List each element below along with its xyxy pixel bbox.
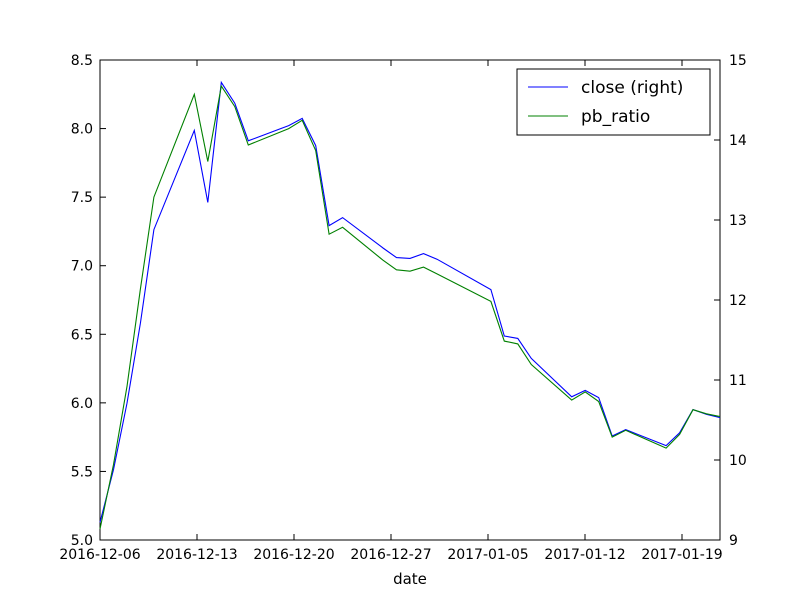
legend-label-close: close (right)	[581, 78, 683, 98]
left-y-tick-label: 7.5	[71, 190, 93, 206]
right-y-tick-label: 15	[729, 53, 747, 69]
series-lines	[99, 80, 721, 530]
right-y-tick-label: 13	[729, 213, 747, 229]
right-y-tick-label: 9	[729, 533, 738, 549]
legend-box	[516, 68, 711, 136]
x-axis: 2016-12-06 2016-12-13 2016-12-20 2016-12-27…	[59, 60, 723, 563]
x-tick-label: 2016-12-20	[253, 547, 334, 563]
x-tick-label: 2016-12-13	[156, 547, 237, 563]
right-y-tick-label: 10	[729, 453, 747, 469]
x-axis-title: date	[393, 570, 427, 588]
legend-label-pb-ratio: pb_ratio	[581, 107, 650, 127]
series-line-close	[99, 80, 721, 523]
right-y-tick-label: 12	[729, 293, 747, 309]
left-y-tick-label: 6.5	[71, 327, 93, 343]
x-tick-label: 2016-12-27	[350, 547, 431, 563]
x-tick-label: 2017-01-05	[447, 547, 528, 563]
right-y-axis: 9 10 11 12 13 14 15	[714, 53, 747, 549]
left-y-tick-label: 5.0	[71, 533, 93, 549]
left-y-axis: 5.0 5.5 6.0 6.5 7.0 7.5 8.0 8.5	[71, 53, 106, 549]
left-y-tick-label: 8.0	[71, 122, 93, 138]
x-tick-label: 2016-12-06	[59, 547, 140, 563]
left-y-tick-label: 7.0	[71, 259, 93, 275]
series-line-pb-ratio	[99, 84, 721, 530]
left-y-tick-label: 8.5	[71, 53, 93, 69]
legend: close (right) pb_ratio	[516, 68, 711, 136]
left-y-tick-label: 5.5	[71, 464, 93, 480]
left-y-tick-label: 6.0	[71, 396, 93, 412]
x-tick-label: 2017-01-12	[544, 547, 625, 563]
right-y-tick-label: 11	[729, 373, 747, 389]
right-y-tick-label: 14	[729, 133, 747, 149]
x-tick-label: 2017-01-19	[641, 547, 722, 563]
